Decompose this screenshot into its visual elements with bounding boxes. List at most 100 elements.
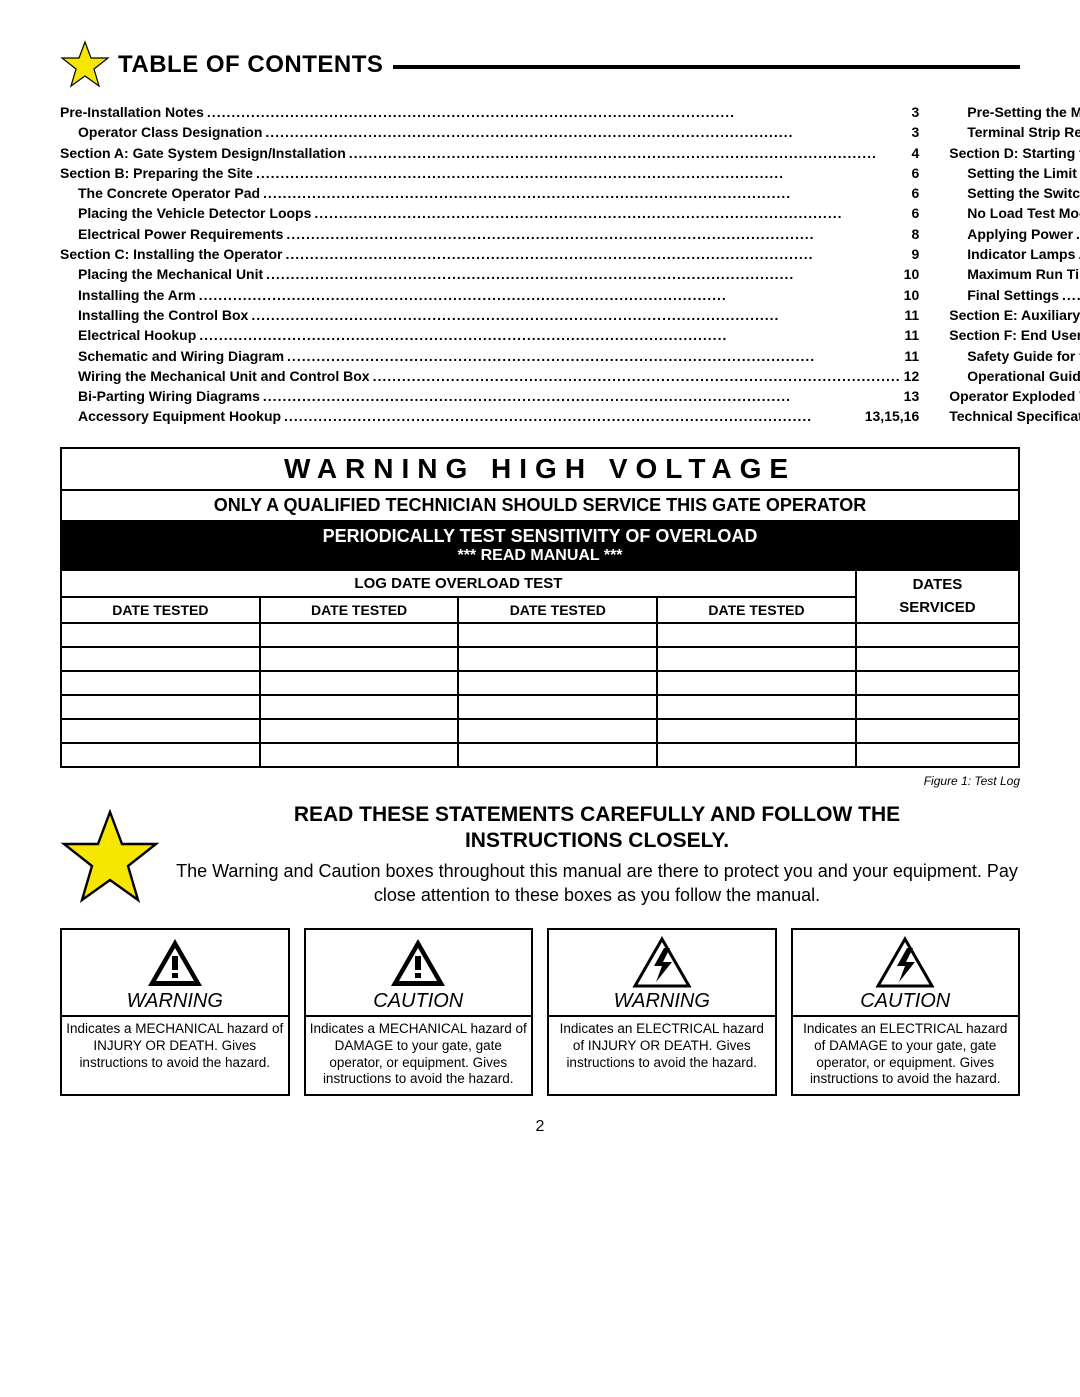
toc-dots: [287, 346, 901, 366]
hazard-box: WARNINGIndicates a MECHANICAL hazard of …: [60, 928, 290, 1097]
toc-dots: [285, 244, 908, 264]
star-icon: [60, 40, 110, 90]
toc-label: Bi-Parting Wiring Diagrams: [78, 386, 260, 406]
empty-cell: [260, 743, 459, 767]
empty-cell: [458, 695, 657, 719]
table-row: [61, 719, 1019, 743]
empty-cell: [657, 623, 856, 647]
toc-row: The Concrete Operator Pad 6: [60, 183, 919, 203]
hazard-desc: Indicates an ELECTRICAL hazard of DAMAGE…: [793, 1017, 1019, 1095]
toc-row: Wiring the Mechanical Unit and Control B…: [60, 366, 919, 386]
page-number: 2: [60, 1118, 1020, 1136]
empty-cell: [657, 695, 856, 719]
empty-cell: [61, 671, 260, 695]
stmt-title-l2: INSTRUCTIONS CLOSELY.: [465, 829, 729, 852]
toc-dots: [1062, 285, 1080, 305]
toc-row: Accessory Equipment Hookup13,15,16: [60, 406, 919, 426]
toc-row: Section F: End User Instructions24: [949, 325, 1080, 345]
toc-page: 11: [904, 325, 919, 345]
toc-label: Section F: End User Instructions: [949, 325, 1080, 345]
toc-label: Section D: Starting the Operator: [949, 143, 1080, 163]
toc-page: 11: [904, 346, 919, 366]
toc-row: No Load Test Mode19: [949, 203, 1080, 223]
toc-label: Applying Power: [967, 224, 1073, 244]
toc-row: Operator Exploded View & Parts List26 & …: [949, 386, 1080, 406]
warning-black-row: PERIODICALLY TEST SENSITIVITY OF OVERLOA…: [61, 521, 1019, 570]
toc-page: 13: [904, 386, 920, 406]
toc-dots: [1076, 224, 1080, 244]
toc-label: Section B: Preparing the Site: [60, 163, 253, 183]
table-row: [61, 671, 1019, 695]
toc-right-column: Pre-Setting the Motor Overload Sensitivi…: [949, 102, 1080, 427]
toc-dots: [256, 163, 909, 183]
toc-label: Maximum Run Timer: [967, 264, 1080, 284]
toc-header: TABLE OF CONTENTS: [60, 40, 1020, 90]
toc-label: Installing the Arm: [78, 285, 196, 305]
toc-label: No Load Test Mode: [967, 203, 1080, 223]
toc-dots: [349, 143, 909, 163]
hazard-label: CAUTION: [793, 990, 1019, 1017]
empty-cell: [657, 647, 856, 671]
date-tested-col: DATE TESTED: [61, 597, 260, 623]
toc-row: Placing the Mechanical Unit10: [60, 264, 919, 284]
hazard-box: CAUTIONIndicates a MECHANICAL hazard of …: [304, 928, 534, 1097]
empty-cell: [61, 743, 260, 767]
toc-row: Operational Guide for the End User25: [949, 366, 1080, 386]
empty-cell: [458, 743, 657, 767]
toc-label: Technical Specifications: [949, 406, 1080, 426]
warning-triangle-icon: [388, 936, 448, 990]
empty-cell: [260, 695, 459, 719]
date-tested-col: DATE TESTED: [260, 597, 459, 623]
toc-dots: [265, 122, 908, 142]
toc-row: Schematic and Wiring Diagram 11: [60, 346, 919, 366]
toc-title: TABLE OF CONTENTS: [118, 51, 383, 79]
toc-row: Section A: Gate System Design/Installati…: [60, 143, 919, 163]
black-line2: *** READ MANUAL ***: [68, 547, 1012, 565]
toc-row: Maximum Run Timer22: [949, 264, 1080, 284]
empty-cell: [260, 719, 459, 743]
toc-row: Section B: Preparing the Site 6: [60, 163, 919, 183]
empty-cell: [61, 623, 260, 647]
table-row: [61, 647, 1019, 671]
toc-row: Section E: Auxiliary Equipment23: [949, 305, 1080, 325]
toc-row: Operator Class Designation3: [60, 122, 919, 142]
toc-page: 6: [911, 183, 919, 203]
toc-label: Installing the Control Box: [78, 305, 248, 325]
toc-label: Pre-Setting the Motor Overload Sensitivi…: [967, 102, 1080, 122]
toc-row: Installing the Control Box11: [60, 305, 919, 325]
table-row: [61, 743, 1019, 767]
empty-cell: [61, 719, 260, 743]
toc-label: Safety Guide for the End User: [967, 346, 1080, 366]
date-tested-col: DATE TESTED: [657, 597, 856, 623]
toc-label: Schematic and Wiring Diagram: [78, 346, 284, 366]
toc-dots: [263, 183, 908, 203]
toc-row: Technical Specifications28: [949, 406, 1080, 426]
table-row: [61, 623, 1019, 647]
header-rule: [393, 65, 1020, 69]
toc-row: Electrical Hookup11: [60, 325, 919, 345]
toc-dots: [314, 203, 908, 223]
hazard-box: WARNINGIndicates an ELECTRICAL hazard of…: [547, 928, 777, 1097]
toc-page: 13,15,16: [865, 406, 920, 426]
toc-page: 3: [911, 102, 919, 122]
toc-dots: [207, 102, 909, 122]
empty-cell: [458, 647, 657, 671]
toc-label: Terminal Strip Reference Chart: [967, 122, 1080, 142]
toc-dots: [284, 406, 862, 426]
toc-page: 6: [911, 163, 919, 183]
warning-subtitle: ONLY A QUALIFIED TECHNICIAN SHOULD SERVI…: [61, 490, 1019, 521]
stmt-title-l1: READ THESE STATEMENTS CAREFULLY AND FOLL…: [294, 803, 900, 826]
toc-row: Electrical Power Requirements8: [60, 224, 919, 244]
empty-cell: [856, 719, 1019, 743]
hazard-label: WARNING: [549, 990, 775, 1017]
toc-page: 12: [904, 366, 920, 386]
empty-cell: [458, 623, 657, 647]
toc-label: The Concrete Operator Pad: [78, 183, 260, 203]
toc-page: 3: [911, 122, 919, 142]
toc-label: Section C: Installing the Operator: [60, 244, 282, 264]
star-icon: [60, 808, 160, 908]
empty-cell: [458, 719, 657, 743]
empty-cell: [856, 695, 1019, 719]
toc-page: 10: [904, 264, 920, 284]
statement-text: READ THESE STATEMENTS CAREFULLY AND FOLL…: [174, 802, 1020, 907]
